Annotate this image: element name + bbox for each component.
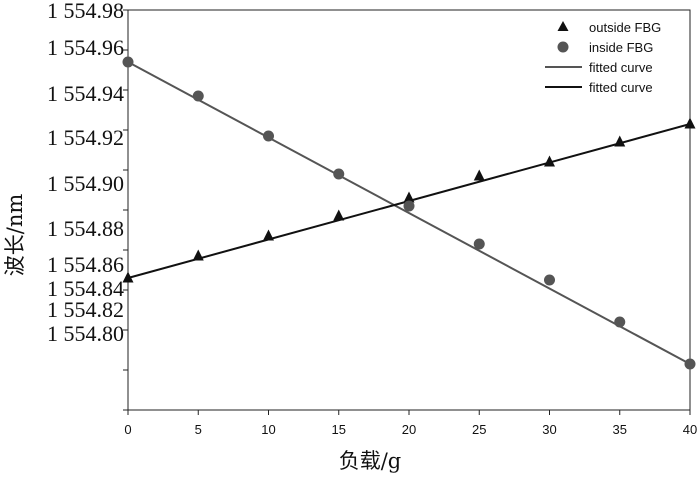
y-tick-label: 1 554.98: [47, 0, 124, 23]
y-tick-label: 1 554.90: [47, 171, 124, 196]
data-point-triangle: [473, 169, 485, 181]
data-point-triangle: [333, 209, 345, 221]
y-tick-label: 1 554.88: [47, 216, 124, 241]
fitted-lines: [127, 61, 691, 365]
legend-label: outside FBG: [589, 20, 661, 35]
fitted-line: [127, 61, 691, 365]
data-point-triangle: [684, 117, 696, 129]
axis-ticks: 0 5 10 15 20 25 30 35 40 1 554.98 1 554.96 1 554.94…: [47, 0, 697, 437]
data-point-circle: [122, 56, 134, 68]
x-tick-label: 15: [332, 422, 346, 437]
y-tick-label: 1 554.94: [47, 81, 124, 106]
x-tick-label: 25: [472, 422, 486, 437]
data-point-circle: [684, 358, 696, 370]
legend-marker-circle: [557, 41, 569, 53]
data-point-circle: [473, 238, 485, 250]
x-tick-label: 20: [402, 422, 416, 437]
data-point-triangle: [614, 135, 626, 147]
y-tick-label: 1 554.92: [47, 125, 124, 150]
data-point-triangle: [544, 155, 555, 167]
x-tick-label: 10: [261, 422, 275, 437]
data-points: [122, 56, 696, 370]
data-point-triangle: [192, 249, 204, 261]
legend-label: fitted curve: [589, 80, 653, 95]
data-point-circle: [614, 316, 626, 328]
legend: outside FBG inside FBG fitted curve fitted …: [545, 20, 661, 95]
y-tick-label: 1 554.80: [47, 321, 124, 346]
y-axis-label: 波长/nm: [3, 194, 27, 277]
data-point-circle: [544, 274, 555, 286]
data-point-triangle: [403, 191, 415, 203]
x-tick-label: 5: [195, 422, 202, 437]
x-tick-label: 0: [124, 422, 131, 437]
x-tick-label: 35: [613, 422, 627, 437]
legend-label: fitted curve: [589, 60, 653, 75]
data-point-circle: [333, 168, 345, 180]
y-tick-label: 1 554.86: [47, 252, 124, 277]
data-point-circle: [403, 200, 415, 212]
y-tick-label: 1 554.96: [47, 35, 124, 60]
data-point-circle: [263, 130, 274, 142]
data-point-triangle: [263, 229, 274, 241]
data-point-circle: [192, 90, 204, 102]
y-tick-label: 1 554.82: [47, 297, 124, 322]
y-tick-label: 1 554.84: [47, 276, 124, 301]
data-point-triangle: [122, 271, 134, 283]
x-tick-label: 30: [542, 422, 556, 437]
legend-marker-triangle: [557, 21, 569, 31]
x-axis-label: 负载/g: [339, 449, 402, 473]
x-tick-label: 40: [683, 422, 697, 437]
legend-label: inside FBG: [589, 40, 653, 55]
